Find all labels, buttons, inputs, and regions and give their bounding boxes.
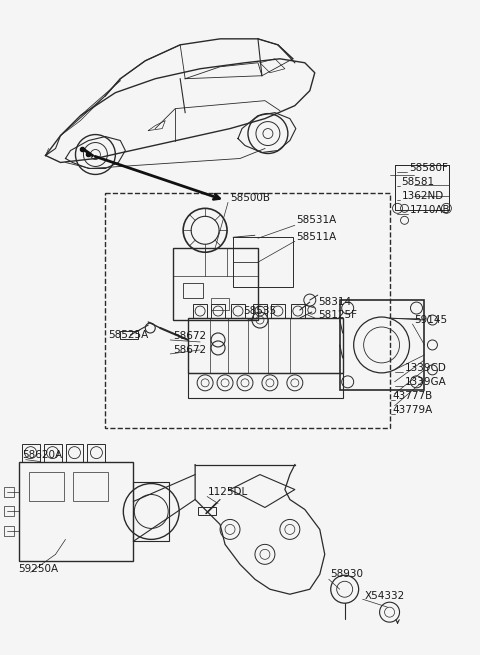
Text: 1339CD: 1339CD	[405, 363, 446, 373]
Text: 1125DL: 1125DL	[208, 487, 248, 496]
Bar	[106, 193, 390, 428]
Text: 58525A: 58525A	[108, 330, 149, 340]
Text: 58314: 58314	[318, 297, 351, 307]
Bar	[4, 527, 13, 536]
Text: X54332: X54332	[365, 591, 405, 601]
Bar	[73, 472, 108, 502]
Bar	[291, 304, 305, 318]
Bar	[173, 248, 258, 320]
Bar	[233, 237, 293, 287]
Text: 58125F: 58125F	[318, 310, 357, 320]
Bar	[198, 508, 216, 515]
Bar	[253, 304, 267, 318]
Text: 59145: 59145	[415, 315, 448, 325]
Text: 58500B: 58500B	[230, 193, 270, 203]
Bar	[87, 443, 106, 462]
Text: 43779A: 43779A	[393, 405, 433, 415]
Bar	[44, 443, 61, 462]
Text: 58620A: 58620A	[23, 449, 63, 460]
Bar	[271, 304, 285, 318]
Bar	[340, 300, 424, 390]
Bar	[231, 304, 245, 318]
Bar	[120, 331, 138, 339]
Bar	[4, 487, 13, 496]
Text: 58581: 58581	[402, 178, 435, 187]
Bar	[188, 373, 343, 398]
Bar	[183, 283, 203, 298]
Text: 58535: 58535	[243, 306, 276, 316]
Bar	[193, 304, 207, 318]
Text: 1710AB: 1710AB	[409, 205, 450, 215]
Text: 58672: 58672	[173, 345, 206, 355]
Text: 1339GA: 1339GA	[405, 377, 446, 387]
Bar	[65, 443, 84, 462]
Bar	[188, 318, 343, 373]
Bar	[211, 298, 229, 310]
Text: 58672: 58672	[173, 331, 206, 341]
Text: 59250A: 59250A	[19, 565, 59, 574]
Bar	[211, 304, 225, 318]
Bar	[29, 472, 63, 502]
Text: 58511A: 58511A	[296, 233, 336, 242]
Bar	[133, 481, 169, 542]
Text: 1362ND: 1362ND	[402, 191, 444, 201]
Bar	[19, 462, 133, 561]
Text: 58531A: 58531A	[296, 215, 336, 225]
Bar	[395, 166, 449, 210]
Bar	[22, 443, 39, 462]
Text: 43777B: 43777B	[393, 391, 433, 401]
Bar	[4, 506, 13, 516]
Text: 58580F: 58580F	[409, 164, 448, 174]
Text: 58930: 58930	[330, 569, 363, 579]
